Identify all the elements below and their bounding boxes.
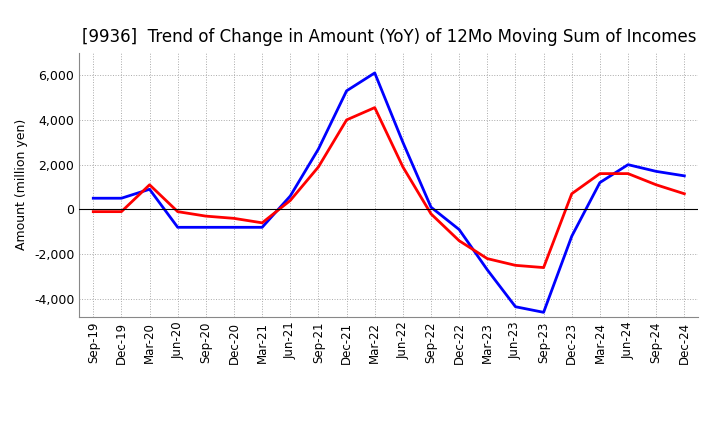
Net Income <box>511 263 520 268</box>
Net Income <box>174 209 182 214</box>
Ordinary Income <box>511 304 520 309</box>
Net Income <box>89 209 98 214</box>
Net Income <box>567 191 576 196</box>
Net Income <box>624 171 632 176</box>
Ordinary Income <box>342 88 351 93</box>
Net Income <box>202 213 210 219</box>
Ordinary Income <box>230 225 238 230</box>
Net Income <box>427 211 436 216</box>
Ordinary Income <box>595 180 604 185</box>
Ordinary Income <box>455 227 464 232</box>
Ordinary Income <box>202 225 210 230</box>
Ordinary Income <box>145 187 154 192</box>
Ordinary Income <box>174 225 182 230</box>
Net Income <box>342 117 351 123</box>
Net Income <box>483 256 492 261</box>
Net Income <box>370 105 379 110</box>
Title: [9936]  Trend of Change in Amount (YoY) of 12Mo Moving Sum of Incomes: [9936] Trend of Change in Amount (YoY) o… <box>81 28 696 46</box>
Net Income <box>258 220 266 225</box>
Ordinary Income <box>399 139 408 145</box>
Line: Ordinary Income: Ordinary Income <box>94 73 684 312</box>
Ordinary Income <box>117 196 126 201</box>
Ordinary Income <box>427 205 436 210</box>
Ordinary Income <box>539 310 548 315</box>
Ordinary Income <box>370 70 379 76</box>
Net Income <box>539 265 548 270</box>
Ordinary Income <box>652 169 660 174</box>
Ordinary Income <box>680 173 688 179</box>
Ordinary Income <box>483 267 492 272</box>
Net Income <box>145 182 154 187</box>
Net Income <box>595 171 604 176</box>
Net Income <box>455 238 464 243</box>
Legend: Ordinary Income, Net Income: Ordinary Income, Net Income <box>226 435 552 440</box>
Net Income <box>230 216 238 221</box>
Ordinary Income <box>89 196 98 201</box>
Y-axis label: Amount (million yen): Amount (million yen) <box>15 119 28 250</box>
Net Income <box>286 198 294 203</box>
Line: Net Income: Net Income <box>94 108 684 268</box>
Ordinary Income <box>314 147 323 152</box>
Ordinary Income <box>624 162 632 167</box>
Net Income <box>117 209 126 214</box>
Net Income <box>680 191 688 196</box>
Ordinary Income <box>258 225 266 230</box>
Net Income <box>652 182 660 187</box>
Net Income <box>314 164 323 169</box>
Net Income <box>399 164 408 169</box>
Ordinary Income <box>567 234 576 239</box>
Ordinary Income <box>286 193 294 198</box>
